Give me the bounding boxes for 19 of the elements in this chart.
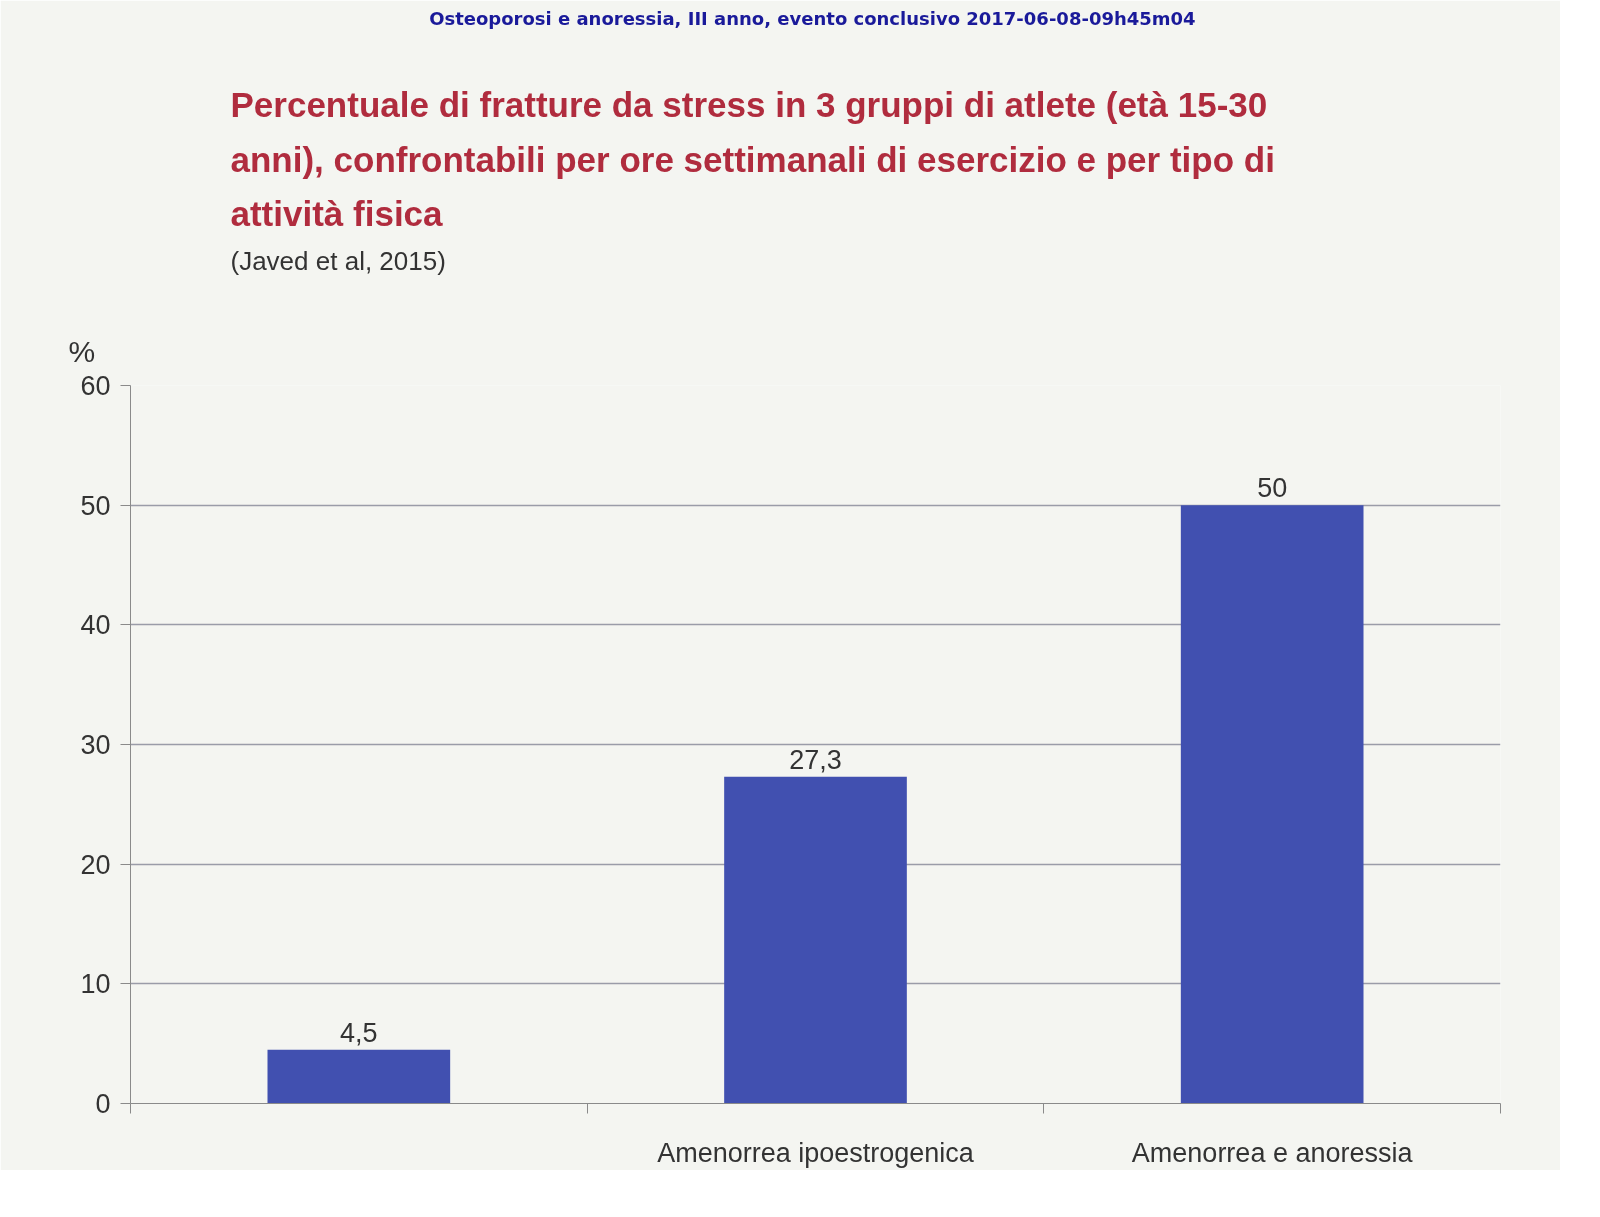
chart-title: Percentuale di fratture da stress in 3 gruppi di atlete (età 15-30 anni), confrontabili per ore settimanali di esercizio e per tipo di attività fisica xyxy=(230,85,1275,234)
y-tick-label: 60 xyxy=(80,371,111,401)
bar xyxy=(1180,505,1364,1104)
y-tick-label: 40 xyxy=(80,610,111,641)
text: (Javed et al, 2015) xyxy=(230,245,446,276)
y-tick-label: 0 xyxy=(95,1089,111,1119)
data-label: 27,3 xyxy=(789,744,842,775)
y-axis-title: % xyxy=(68,334,96,368)
bar xyxy=(724,776,907,1104)
y-tick-label: 50 xyxy=(80,490,111,521)
x-tick-label: Amenorrea ipoestrogenica xyxy=(657,1137,975,1168)
data-label: 4,5 xyxy=(340,1017,378,1048)
y-tick-label: 20 xyxy=(80,849,111,880)
x-tick-label: Amenorrea e anoressia xyxy=(1131,1137,1414,1168)
data-label: 50 xyxy=(1257,473,1288,504)
y-tick-label: 10 xyxy=(80,969,111,1000)
y-tick-label: 30 xyxy=(80,730,111,760)
bar xyxy=(267,1049,451,1104)
text: Osteoporosi e anoressia, III anno, evento conclusivo 2017-06-08-09h45m04 xyxy=(429,7,1196,29)
